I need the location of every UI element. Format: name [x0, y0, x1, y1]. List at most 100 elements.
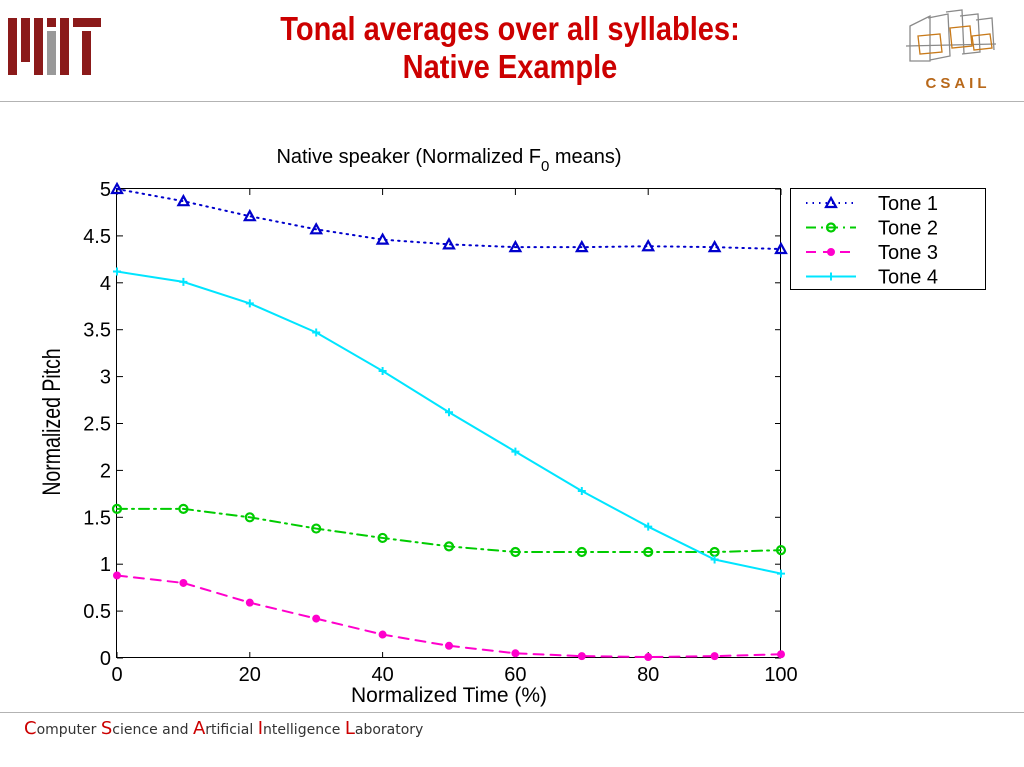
legend-label: Tone 2	[878, 218, 938, 240]
x-tick-label: 100	[764, 664, 797, 686]
plot-area-frame	[116, 188, 781, 658]
data-point-tone-1	[375, 232, 390, 245]
data-point-tone-4	[577, 487, 586, 496]
slide-title-line1: Tonal averages over all syllables:	[280, 10, 740, 47]
x-tick-label: 80	[637, 664, 659, 686]
data-point-tone-4	[113, 267, 121, 276]
y-axis-ticks: 0 0.5 1 1.5 2 2.5 3 3.5 4 4.5 5	[83, 179, 781, 670]
data-point-tone-2	[244, 512, 255, 523]
data-point-tone-3	[710, 652, 719, 661]
series-tone-2	[111, 503, 787, 558]
legend-marker	[827, 248, 835, 256]
series-line-tone-4	[116, 270, 782, 575]
slide-title-line2: Native Example	[402, 48, 618, 85]
footer-word-1: Computer	[24, 718, 97, 739]
chart-title-main: Native speaker (Normalized F	[276, 146, 541, 168]
x-axis-label: Normalized Time (%)	[351, 684, 547, 707]
x-tick-label: 40	[371, 664, 393, 686]
chart-title-subscript: 0	[541, 158, 549, 175]
mit-logo	[8, 18, 101, 75]
data-point-tone-3	[113, 571, 121, 580]
data-point-tone-4	[312, 328, 321, 337]
data-point-tone-3	[245, 598, 254, 607]
csail-logo: CSAIL	[905, 9, 997, 92]
chart-title-tail: means)	[549, 146, 621, 168]
data-point-tone-1	[508, 239, 523, 253]
csail-building-icon	[905, 9, 997, 62]
y-tick-label: 0	[100, 648, 111, 670]
y-tick-label: 4	[100, 273, 111, 295]
legend-marker	[827, 272, 835, 281]
data-point-tone-1	[442, 237, 456, 250]
legend-item-tone-3: Tone 3	[806, 242, 938, 264]
y-tick-label: 3	[100, 367, 111, 389]
data-point-tone-3	[511, 649, 520, 658]
data-point-tone-3	[644, 653, 653, 662]
data-point-tone-4	[777, 569, 785, 578]
data-point-tone-4	[511, 447, 520, 456]
data-point-tone-3	[577, 652, 586, 661]
legend-label: Tone 1	[878, 193, 938, 215]
data-point-tone-2	[178, 503, 189, 514]
data-point-tone-4	[644, 522, 653, 531]
x-axis-ticks: 0 20 40 60 80 100	[111, 189, 798, 686]
footer-word-2: Science and	[100, 718, 189, 739]
legend-label: Tone 4	[878, 267, 938, 289]
y-tick-label: 1	[100, 554, 111, 576]
header-divider	[0, 101, 1024, 102]
data-point-tone-2	[576, 546, 587, 558]
footer-word-3: Artificial	[192, 718, 254, 739]
data-point-tone-3	[777, 650, 785, 659]
footer-word-5: Laboratory	[344, 718, 424, 739]
data-point-tone-4	[179, 277, 188, 286]
pitch-chart: Native speaker (Normalized F0 means) 00.…	[38, 146, 986, 707]
data-point-tone-2	[111, 503, 123, 514]
footer-divider	[0, 712, 1024, 713]
data-point-tone-2	[311, 523, 322, 534]
legend-box	[790, 188, 986, 290]
data-point-tone-2	[443, 541, 455, 552]
y-tick-label: 2.5	[83, 414, 111, 436]
slide-title: Tonal averages over all syllables: Nativ…	[184, 10, 835, 86]
legend-item-tone-2: Tone 2	[806, 218, 938, 240]
x-tick-label: 60	[504, 664, 526, 686]
data-point-tone-1	[641, 238, 656, 252]
data-point-tone-1	[707, 239, 722, 253]
x-tick-label: 20	[239, 664, 261, 686]
data-point-tone-1	[774, 241, 788, 255]
series-layer	[110, 181, 788, 662]
data-point-tone-1	[176, 193, 191, 207]
data-point-tone-2	[510, 546, 521, 558]
y-tick-label: 4.5	[83, 226, 111, 248]
footer-lab-name: Computer Science and Artificial Intellig…	[24, 718, 423, 739]
data-point-tone-3	[445, 641, 453, 650]
legend-marker	[824, 195, 838, 209]
data-point-tone-1	[574, 239, 589, 253]
legend-label: Tone 3	[878, 242, 938, 264]
data-point-tone-4	[245, 299, 254, 308]
data-point-tone-3	[378, 630, 387, 639]
mit-logo-bars	[8, 18, 101, 75]
legend-marker	[825, 222, 837, 233]
data-point-tone-4	[378, 366, 387, 375]
legend-item-tone-4: Tone 4	[806, 267, 938, 289]
y-tick-label: 3.5	[83, 320, 111, 342]
series-line-tone-1	[116, 188, 782, 251]
data-point-tone-4	[445, 408, 453, 417]
series-tone-1	[110, 181, 788, 255]
y-tick-label: 5	[100, 179, 111, 201]
y-tick-label: 2	[100, 460, 111, 482]
data-point-tone-1	[309, 222, 324, 235]
y-axis-label: Normalized Pitch	[38, 348, 66, 495]
data-point-tone-2	[643, 546, 654, 558]
x-tick-label: 0	[111, 664, 122, 686]
legend-item-tone-1: Tone 1	[806, 193, 938, 215]
data-point-tone-1	[242, 208, 257, 222]
series-line-tone-2	[116, 507, 782, 554]
data-point-tone-3	[312, 614, 321, 623]
data-point-tone-3	[179, 578, 188, 587]
footer-word-4: Intelligence	[257, 718, 341, 739]
series-tone-4	[113, 267, 785, 578]
data-point-tone-4	[710, 555, 719, 564]
